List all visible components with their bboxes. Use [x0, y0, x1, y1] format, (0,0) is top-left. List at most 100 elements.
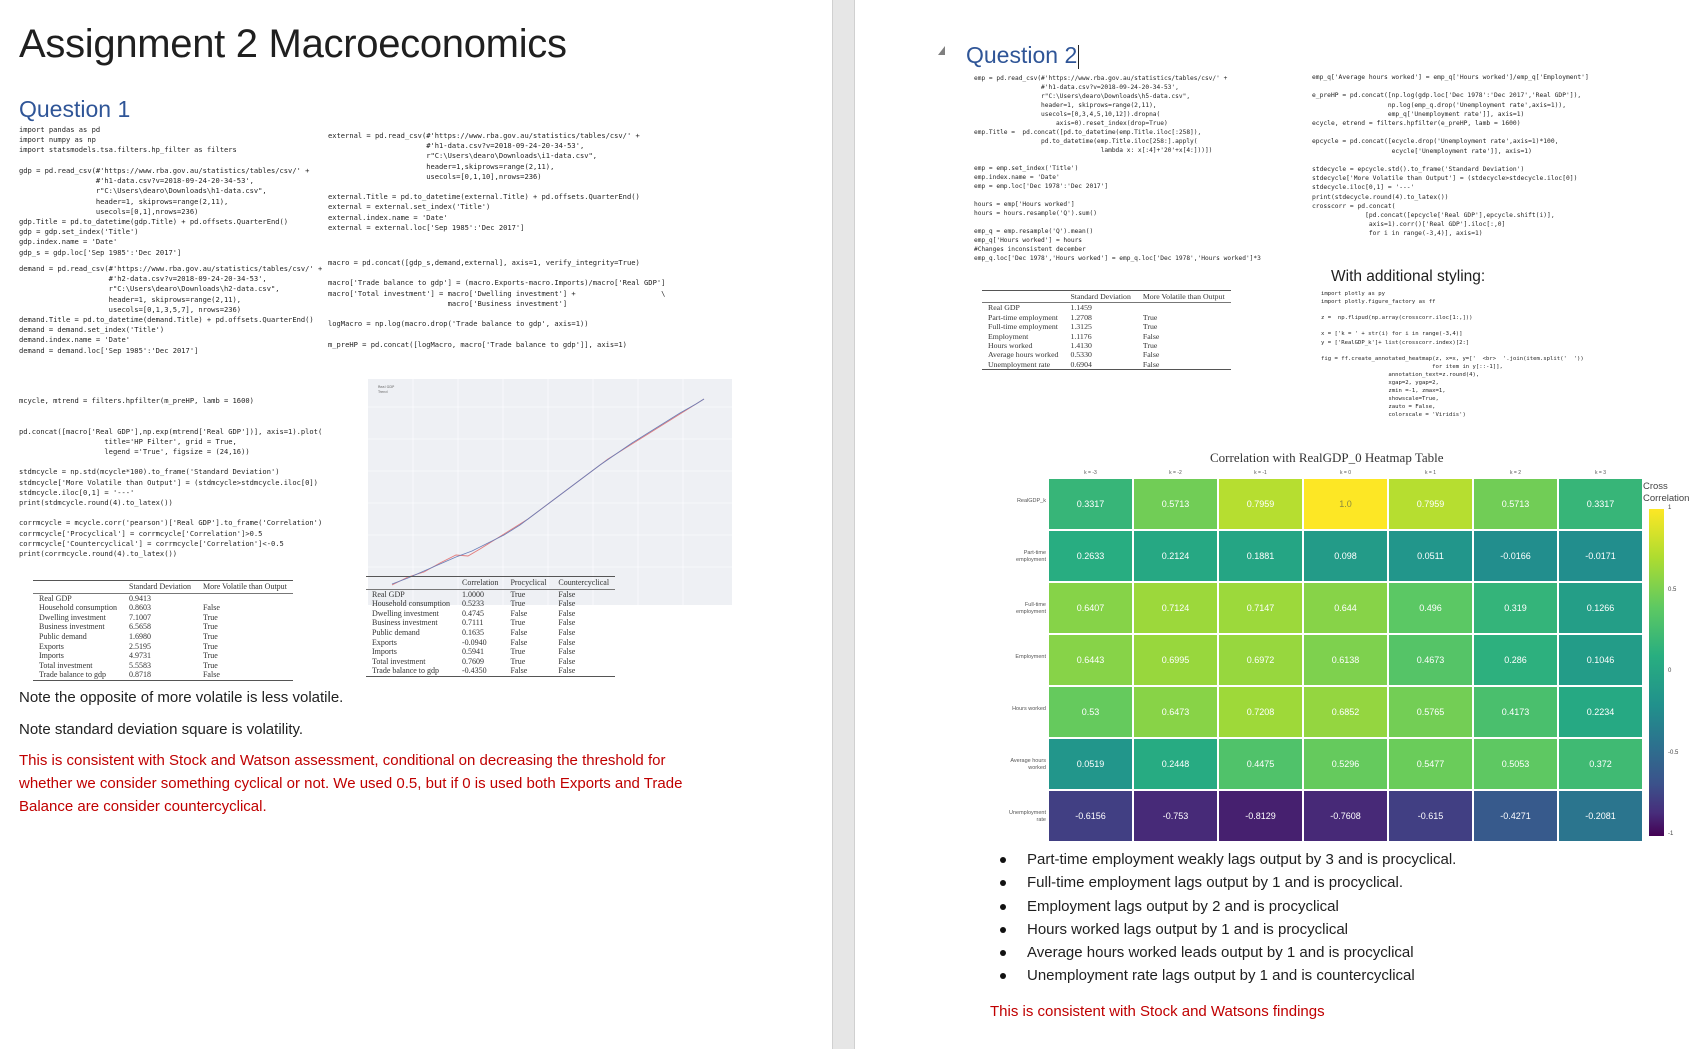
table-cell: False [558, 618, 576, 628]
finding-bullet: Part-time employment weakly lags output … [1000, 848, 1456, 871]
colorbar-tick: 1 [1668, 505, 1672, 511]
heatmap-cell: 0.6972 [1218, 634, 1303, 686]
table-cell: False [558, 589, 576, 599]
heatmap-cell: 0.0511 [1388, 530, 1473, 582]
table-cell: Average hours worked [988, 350, 1059, 360]
table-header-cell: Correlation [456, 576, 505, 590]
table-cell: 1.1176 [1070, 331, 1092, 341]
heatmap-cell: 0.7959 [1218, 478, 1303, 530]
heatmap-cell: 0.6407 [1048, 582, 1133, 634]
heatmap-row-label: Employment [1015, 654, 1046, 660]
table-cell: -0.0940 [462, 637, 487, 647]
table-header-row: Standard Deviation More Volatile than Out… [982, 290, 1231, 304]
table-row: Part-time employment 1.2708 True [982, 313, 1231, 322]
table-cell: 4.9731 [129, 651, 151, 661]
table-row: Real GDP 1.0000 True False [366, 589, 615, 599]
heatmap-column-label: k = -3 [1084, 470, 1097, 476]
table-cell: Business investment [372, 618, 438, 628]
table-header-cell: Procyclical [504, 576, 553, 590]
table-cell: False [510, 627, 528, 637]
table-cell: Unemployment rate [988, 359, 1051, 369]
colorbar-tick: -1 [1668, 831, 1674, 837]
table-row: Household consumption 0.8603 False [33, 603, 293, 613]
heatmap-column-label: k = -2 [1169, 470, 1182, 476]
plot-area: Real GDP Trend [368, 379, 732, 605]
heatmap-cell: 0.2633 [1048, 530, 1133, 582]
table-header-cell: Standard Deviation [123, 580, 197, 594]
code-employment: emp = pd.read_csv(#'https://www.rba.gov.… [974, 75, 1261, 262]
heatmap-row-label: Average hours worked [1010, 758, 1046, 771]
page-gutter [832, 0, 855, 1049]
table-row: Exports 2.5195 True [33, 642, 293, 652]
findings-list: Part-time employment weakly lags output … [1000, 848, 1456, 988]
heatmap-column-label: k = 0 [1340, 470, 1351, 476]
table-cell: 1.0000 [462, 589, 484, 599]
table-cell: Business investment [39, 622, 105, 632]
question-1-heading: Question 1 [19, 96, 131, 122]
table-cell: Real GDP [988, 303, 1020, 313]
table-cell: 0.1635 [462, 627, 484, 637]
table-row: Employment 1.1176 False [982, 332, 1231, 341]
table-cell: 1.2708 [1070, 312, 1092, 322]
table-row: Imports 4.9731 True [33, 651, 293, 661]
table-cell: 1.6980 [129, 631, 151, 641]
heatmap-cell: 0.7208 [1218, 686, 1303, 738]
heatmap-cell: 0.319 [1473, 582, 1558, 634]
question-2-heading: Question 2 [966, 42, 1080, 69]
table-row: Public demand 1.6980 True [33, 632, 293, 642]
heatmap-cell: 0.4475 [1218, 738, 1303, 790]
table-row: Real GDP 0.9413 [33, 593, 293, 603]
table-cell: 0.5330 [1070, 350, 1092, 360]
table-cell: False [558, 608, 576, 618]
heatmap-cell: 0.6995 [1133, 634, 1218, 686]
table-cell: 0.5233 [462, 599, 484, 609]
code-demand: demand = pd.read_csv(#'https://www.rba.g… [19, 264, 323, 355]
collapse-heading-icon[interactable] [938, 46, 945, 55]
colorbar-tick: 0.5 [1668, 586, 1677, 593]
table-cell: True [510, 647, 526, 657]
table-cell: 0.8603 [129, 603, 151, 613]
heatmap-cell: 0.3317 [1048, 478, 1133, 530]
table-cell [197, 593, 293, 603]
table-cell: 0.7111 [462, 618, 484, 628]
heatmap-row: -0.6156 -0.753 -0.8129 -0.7608 -0.615 -0.4271… [1048, 790, 1643, 842]
plot-legend-real-gdp: Real GDP [378, 385, 394, 389]
table-row: Hours worked 1.4130 True [982, 341, 1231, 350]
std-deviation-table-q1: Standard Deviation More Volatile than Out… [33, 580, 293, 681]
heatmap-cell: 0.1266 [1558, 582, 1643, 634]
code-crosscorr: emp_q['Average hours worked'] = emp_q['H… [1312, 74, 1589, 238]
heatmap-grid: 0.3317 0.5713 0.7959 1.0 0.7959 0.5713 0.3317 0… [1048, 478, 1643, 842]
table-cell: Exports [39, 641, 64, 651]
table-cell: True [510, 656, 526, 666]
table-cell: True [202, 622, 218, 632]
table-header-cell: Countercyclical [552, 576, 616, 590]
heatmap-cell: 0.53 [1048, 686, 1133, 738]
table-cell [1137, 303, 1231, 313]
heatmap-column-label: k = 3 [1595, 470, 1606, 476]
note-std-square: Note standard deviation square is volati… [19, 721, 304, 738]
table-cell: Dwelling investment [39, 612, 106, 622]
code-styling: import plotly as py import plotly.figure… [1321, 291, 1584, 419]
table-cell: Household consumption [39, 603, 117, 613]
heatmap-cell: 0.496 [1388, 582, 1473, 634]
colorbar-tick: 0 [1668, 668, 1672, 674]
table-cell: True [202, 660, 218, 670]
finding-bullet: Hours worked lags output by 1 and is pro… [1000, 918, 1456, 941]
text-cursor [1078, 44, 1080, 69]
table-row: Imports 0.5941 True False [366, 647, 615, 657]
question-2-heading-text: Question 2 [966, 42, 1078, 68]
heatmap-column-label: k = -1 [1254, 470, 1267, 476]
plot-legend-trend: Trend [377, 390, 388, 394]
table-cell: False [510, 666, 528, 676]
table-cell: -0.4350 [462, 666, 487, 676]
heatmap-cell: 0.2234 [1558, 686, 1643, 738]
note-opposite-volatile: Note the opposite of more volatile is le… [19, 689, 344, 706]
heatmap-cell: 0.286 [1473, 634, 1558, 686]
heatmap-cell: -0.615 [1388, 790, 1473, 842]
heatmap-cell: 0.5296 [1303, 738, 1388, 790]
colorbar-title: Cross Correlation [1643, 481, 1690, 504]
table-cell: Household consumption [372, 599, 450, 609]
table-header-cell [33, 580, 123, 594]
table-row: Business investment 0.7111 True False [366, 618, 615, 628]
heatmap-row-label: Unemployment rate [1009, 810, 1046, 823]
